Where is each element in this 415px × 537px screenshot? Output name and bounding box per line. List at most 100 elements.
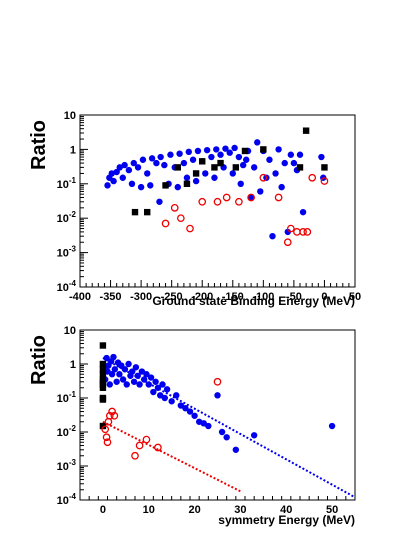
- plot-frame: [79, 114, 356, 288]
- data-point: [186, 408, 194, 415]
- data-point: [119, 376, 127, 383]
- data-point: [99, 422, 107, 430]
- data-point: [192, 170, 200, 177]
- data-point: [208, 153, 215, 161]
- data-point: [198, 197, 207, 206]
- y-tick-exponent: -1: [69, 390, 77, 399]
- data-point: [226, 149, 233, 156]
- y-tick-base: 1: [70, 144, 76, 156]
- data-point: [275, 146, 282, 153]
- data-point: [162, 182, 169, 189]
- x-tick-label: 30: [234, 504, 246, 516]
- data-point: [99, 360, 107, 368]
- data-point: [174, 183, 181, 191]
- data-point: [202, 170, 209, 177]
- data-point: [222, 193, 231, 202]
- y-tick-label: 10-4: [57, 279, 77, 294]
- data-point: [222, 145, 229, 152]
- y-tick-base: 10: [64, 110, 76, 122]
- data-point: [328, 422, 336, 430]
- data-point: [250, 432, 258, 439]
- y-tick-base: 10: [64, 325, 76, 337]
- data-point: [153, 159, 160, 167]
- data-point: [110, 411, 119, 420]
- data-point: [318, 153, 325, 161]
- y-tick-label: 1: [70, 359, 76, 371]
- data-point: [213, 146, 220, 153]
- x-tick-label: 40: [280, 504, 292, 516]
- data-point: [191, 412, 198, 419]
- data-point: [111, 366, 119, 373]
- data-point: [205, 422, 212, 430]
- data-point: [211, 164, 218, 171]
- data-point: [213, 377, 222, 386]
- y-axis-title: Ratio: [28, 335, 50, 385]
- data-point: [113, 168, 120, 176]
- data-point: [130, 159, 137, 167]
- data-point: [259, 173, 268, 182]
- data-point: [99, 381, 107, 388]
- data-point: [274, 193, 283, 202]
- data-point: [223, 434, 230, 441]
- data-point: [103, 354, 110, 362]
- data-point: [105, 411, 114, 420]
- data-point: [167, 151, 174, 158]
- y-tick-base: 10: [57, 179, 69, 191]
- data-point: [130, 378, 138, 385]
- data-point: [235, 197, 243, 206]
- data-point: [129, 368, 136, 375]
- data-point: [99, 396, 107, 403]
- data-point: [239, 161, 247, 169]
- data-point: [159, 381, 166, 388]
- data-point: [116, 164, 123, 171]
- data-point: [128, 180, 136, 187]
- data-point: [192, 177, 200, 185]
- data-point: [147, 182, 154, 189]
- data-point: [203, 146, 211, 154]
- y-tick-label: 10: [64, 110, 76, 122]
- data-point: [232, 446, 240, 453]
- data-point: [131, 451, 139, 460]
- x-tick-label: 0: [321, 291, 327, 303]
- data-point: [106, 381, 113, 388]
- data-point: [199, 158, 206, 165]
- data-point: [108, 170, 115, 177]
- y-tick-base: 10: [57, 427, 69, 439]
- data-point: [131, 208, 139, 216]
- x-tick-label: -350: [100, 291, 122, 303]
- y-tick-label: 10-3: [57, 245, 77, 260]
- data-point: [163, 386, 171, 393]
- data-point: [183, 174, 191, 181]
- data-point: [284, 228, 291, 236]
- data-point: [134, 372, 141, 379]
- x-axis-title: Ground state Binding Energy (MeV): [152, 294, 355, 308]
- data-point: [116, 371, 123, 378]
- data-point: [144, 208, 151, 216]
- y-tick-label: 10-1: [57, 390, 77, 405]
- data-point: [157, 153, 164, 161]
- data-point: [286, 224, 295, 233]
- data-point: [237, 180, 244, 187]
- data-point: [257, 188, 264, 195]
- data-point: [296, 164, 304, 171]
- data-point: [170, 203, 179, 212]
- data-point: [110, 177, 117, 185]
- data-point: [293, 228, 301, 236]
- data-point: [278, 183, 285, 191]
- y-tick-label: 10-3: [57, 458, 77, 473]
- data-point: [125, 166, 133, 174]
- y-tick-label: 10-2: [57, 210, 77, 225]
- data-point: [147, 374, 155, 381]
- data-point: [145, 381, 152, 388]
- data-point: [144, 170, 151, 177]
- x-tick-label: 50: [349, 291, 361, 303]
- fit-line: [102, 357, 356, 499]
- data-point: [102, 433, 111, 442]
- data-point: [103, 438, 112, 447]
- data-point: [269, 232, 276, 240]
- data-point: [101, 425, 110, 434]
- data-point: [186, 224, 194, 233]
- y-tick-exponent: -4: [69, 492, 77, 501]
- data-point: [194, 147, 202, 155]
- data-point: [217, 151, 224, 158]
